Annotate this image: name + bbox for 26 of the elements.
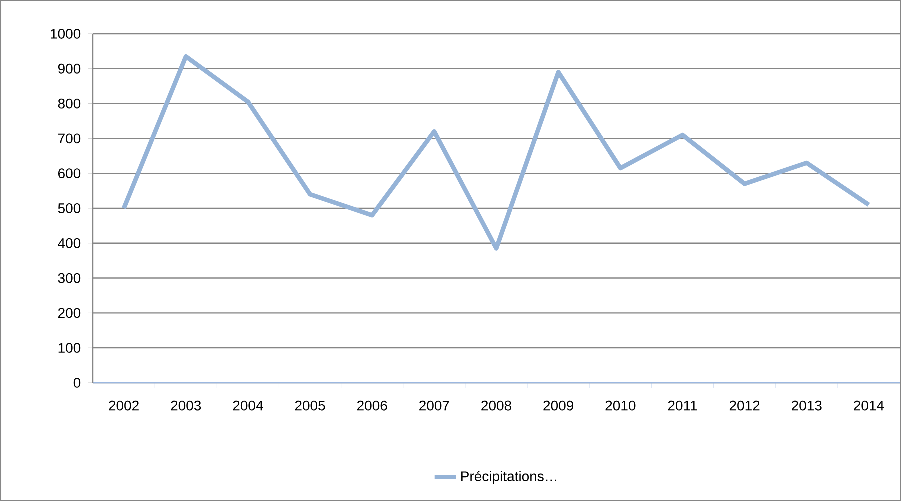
y-tick-label: 300 bbox=[58, 273, 81, 284]
x-tick-label: 2011 bbox=[668, 400, 698, 411]
x-tick-label: 2006 bbox=[357, 400, 388, 411]
legend-label: Précipitations… bbox=[462, 471, 556, 484]
y-tick-label: 400 bbox=[58, 238, 81, 248]
y-tick-label: 800 bbox=[58, 98, 81, 109]
y-tick-label: 100 bbox=[58, 343, 81, 354]
x-tick-label: 2008 bbox=[482, 400, 512, 411]
x-tick-label: 2002 bbox=[109, 400, 139, 411]
x-tick-label: 2003 bbox=[171, 400, 202, 411]
y-tick-label: 200 bbox=[58, 308, 81, 318]
x-tick-label: 2013 bbox=[792, 400, 822, 411]
y-tick-label: 700 bbox=[58, 134, 81, 144]
y-tick-label: 600 bbox=[58, 168, 81, 179]
line-series bbox=[122, 54, 872, 251]
y-tick-label: 500 bbox=[58, 204, 81, 214]
y-tick-label: 900 bbox=[58, 64, 81, 74]
y-tick-label: 0 bbox=[74, 378, 81, 388]
x-tick-label: 2014 bbox=[854, 400, 884, 411]
x-tick-label: 2010 bbox=[606, 400, 636, 411]
x-tick-label: 2004 bbox=[233, 400, 264, 411]
x-tick-label: 2012 bbox=[730, 400, 760, 411]
x-tick-label: 2007 bbox=[420, 400, 450, 411]
x-tick-label: 2005 bbox=[295, 400, 326, 411]
x-tick-label: 2009 bbox=[544, 400, 574, 411]
y-tick-label: 1000 bbox=[51, 29, 81, 39]
